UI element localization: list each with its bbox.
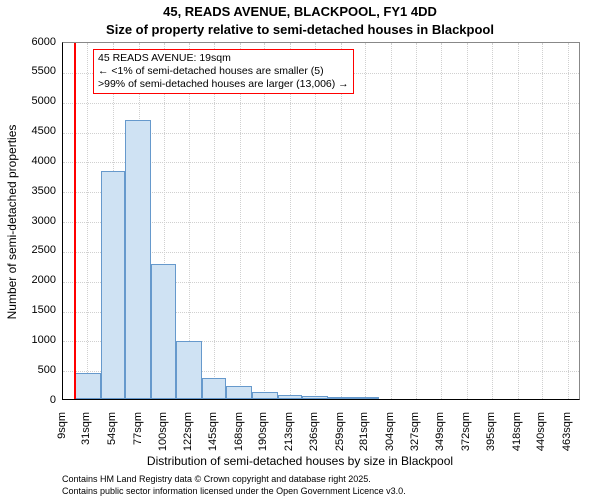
y-tick-label: 1500 xyxy=(0,304,56,316)
gridline-v xyxy=(542,43,543,399)
y-tick-label: 1000 xyxy=(0,334,56,346)
annotation-line-0: 45 READS AVENUE: 19sqm xyxy=(98,52,349,65)
gridline-v xyxy=(240,43,241,399)
footer-copyright-line1: Contains HM Land Registry data © Crown c… xyxy=(62,474,371,484)
gridline-v xyxy=(467,43,468,399)
property-marker-line xyxy=(74,43,76,399)
y-tick-label: 3000 xyxy=(0,215,56,227)
y-tick-label: 5500 xyxy=(0,65,56,77)
x-tick-label: 9sqm xyxy=(56,412,68,462)
histogram-bar xyxy=(75,373,101,399)
gridline-v xyxy=(365,43,366,399)
histogram-chart: 45, READS AVENUE, BLACKPOOL, FY1 4DD Siz… xyxy=(0,0,600,500)
y-tick-label: 2000 xyxy=(0,274,56,286)
x-tick-label: 31sqm xyxy=(80,412,92,462)
y-tick-label: 6000 xyxy=(0,36,56,48)
histogram-bar xyxy=(252,392,278,399)
y-tick-label: 4000 xyxy=(0,155,56,167)
histogram-bar xyxy=(101,171,125,399)
x-tick-label: 349sqm xyxy=(434,412,446,462)
histogram-bar xyxy=(176,341,202,399)
histogram-bar xyxy=(302,396,328,399)
chart-title-line1: 45, READS AVENUE, BLACKPOOL, FY1 4DD xyxy=(0,4,600,19)
annotation-box: 45 READS AVENUE: 19sqm← <1% of semi-deta… xyxy=(93,49,354,94)
footer-copyright-line2: Contains public sector information licen… xyxy=(62,486,406,496)
gridline-v xyxy=(315,43,316,399)
y-tick-label: 500 xyxy=(0,364,56,376)
x-tick-label: 259sqm xyxy=(334,412,346,462)
x-tick-label: 145sqm xyxy=(207,412,219,462)
x-tick-label: 54sqm xyxy=(106,412,118,462)
x-tick-label: 213sqm xyxy=(283,412,295,462)
histogram-bar xyxy=(353,397,379,399)
histogram-bar xyxy=(226,386,252,399)
plot-area: 45 READS AVENUE: 19sqm← <1% of semi-deta… xyxy=(62,42,580,400)
x-tick-label: 168sqm xyxy=(233,412,245,462)
y-tick-label: 3500 xyxy=(0,185,56,197)
gridline-v xyxy=(416,43,417,399)
histogram-bar xyxy=(151,264,177,399)
histogram-bar xyxy=(278,395,302,399)
chart-title-line2: Size of property relative to semi-detach… xyxy=(0,22,600,37)
x-tick-label: 418sqm xyxy=(511,412,523,462)
gridline-h xyxy=(63,103,579,104)
x-tick-label: 190sqm xyxy=(257,412,269,462)
gridline-v xyxy=(341,43,342,399)
y-tick-label: 2500 xyxy=(0,244,56,256)
gridline-v xyxy=(391,43,392,399)
x-tick-label: 327sqm xyxy=(409,412,421,462)
annotation-line-1: ← <1% of semi-detached houses are smalle… xyxy=(98,65,349,78)
x-tick-label: 122sqm xyxy=(182,412,194,462)
gridline-v xyxy=(492,43,493,399)
gridline-v xyxy=(518,43,519,399)
y-tick-label: 0 xyxy=(0,394,56,406)
y-tick-label: 5000 xyxy=(0,95,56,107)
x-tick-label: 463sqm xyxy=(561,412,573,462)
x-tick-label: 304sqm xyxy=(384,412,396,462)
gridline-v xyxy=(568,43,569,399)
x-tick-label: 236sqm xyxy=(308,412,320,462)
x-tick-label: 395sqm xyxy=(485,412,497,462)
histogram-bar xyxy=(202,378,226,399)
annotation-line-2: >99% of semi-detached houses are larger … xyxy=(98,78,349,91)
x-tick-label: 100sqm xyxy=(157,412,169,462)
x-tick-label: 440sqm xyxy=(535,412,547,462)
x-tick-label: 281sqm xyxy=(358,412,370,462)
gridline-v xyxy=(441,43,442,399)
x-tick-label: 77sqm xyxy=(132,412,144,462)
y-tick-label: 4500 xyxy=(0,125,56,137)
gridline-v xyxy=(264,43,265,399)
histogram-bar xyxy=(125,120,151,399)
x-tick-label: 372sqm xyxy=(460,412,472,462)
gridline-v xyxy=(214,43,215,399)
gridline-v xyxy=(87,43,88,399)
gridline-v xyxy=(290,43,291,399)
histogram-bar xyxy=(328,397,354,399)
